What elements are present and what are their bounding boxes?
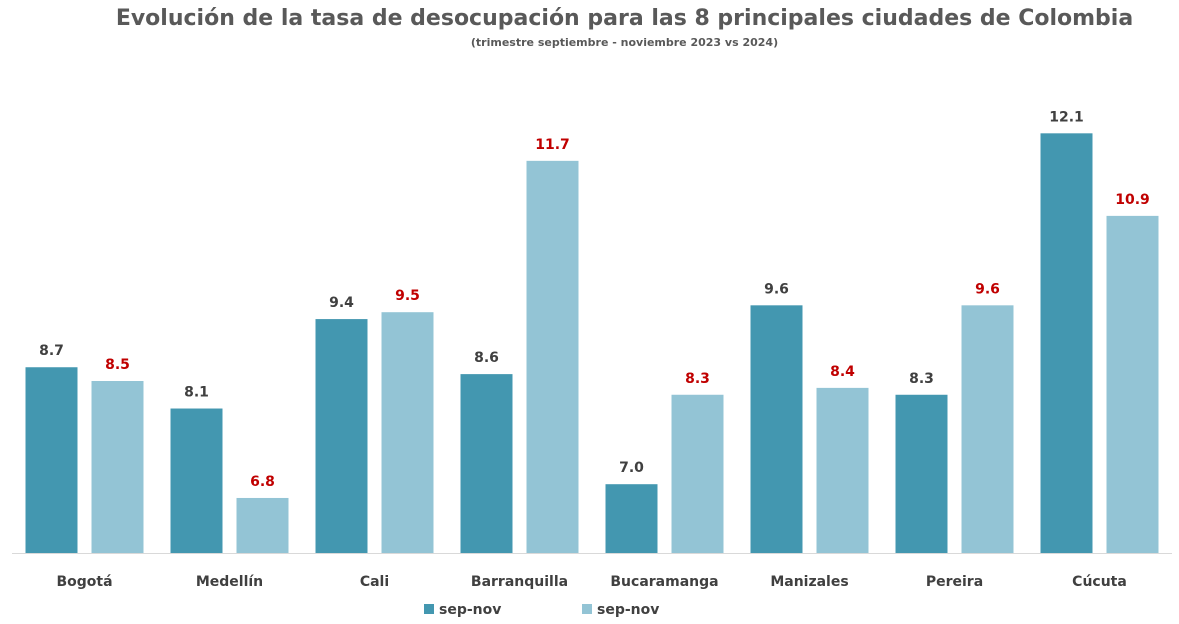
data-label: 7.0 xyxy=(619,460,644,476)
data-label: 12.1 xyxy=(1049,109,1084,125)
data-label: 10.9 xyxy=(1115,192,1150,208)
data-label: 9.4 xyxy=(329,295,354,311)
data-label: 8.5 xyxy=(105,357,130,373)
bar-2024 xyxy=(961,305,1014,553)
bar-2024 xyxy=(236,497,289,553)
x-tick-label: Barranquilla xyxy=(471,574,568,590)
data-label: 9.5 xyxy=(395,288,420,304)
bar-2023 xyxy=(170,408,223,553)
legend-swatch xyxy=(582,604,592,614)
bar-2024 xyxy=(381,312,434,553)
data-label: 8.3 xyxy=(909,371,934,387)
data-label: 9.6 xyxy=(764,281,789,297)
legend-label: sep-nov xyxy=(439,602,501,618)
x-tick-label: Bogotá xyxy=(56,574,112,590)
legend-swatch xyxy=(424,604,434,614)
chart-title: Evolución de la tasa de desocupación par… xyxy=(115,6,1134,31)
bar-2024 xyxy=(91,381,144,553)
data-label: 8.4 xyxy=(830,364,855,380)
legend-label: sep-nov xyxy=(597,602,659,618)
x-tick-label: Cúcuta xyxy=(1072,574,1127,590)
chart-subtitle: (trimestre septiembre - noviembre 2023 v… xyxy=(470,36,779,49)
bar-2023 xyxy=(460,374,513,553)
bar-2024 xyxy=(526,160,579,553)
bar-2023 xyxy=(25,367,78,553)
data-label: 9.6 xyxy=(975,281,1000,297)
data-label: 6.8 xyxy=(250,474,275,490)
x-tick-label: Pereira xyxy=(926,574,983,590)
bar-2024 xyxy=(671,394,724,553)
bar-2023 xyxy=(750,305,803,553)
bar-2023 xyxy=(895,394,948,553)
x-tick-label: Cali xyxy=(360,574,389,590)
bar-2023 xyxy=(315,319,368,553)
bar-2024 xyxy=(1106,215,1159,553)
data-label: 11.7 xyxy=(535,137,570,153)
data-label: 8.3 xyxy=(685,371,710,387)
data-label: 8.6 xyxy=(474,350,499,366)
bar-2023 xyxy=(605,484,658,553)
data-label: 8.1 xyxy=(184,385,209,401)
x-tick-label: Medellín xyxy=(196,574,263,590)
x-tick-label: Manizales xyxy=(770,574,848,590)
bar-2023 xyxy=(1040,133,1093,553)
x-tick-label: Bucaramanga xyxy=(610,574,718,590)
bar-2024 xyxy=(816,387,869,553)
data-label: 8.7 xyxy=(39,343,64,359)
